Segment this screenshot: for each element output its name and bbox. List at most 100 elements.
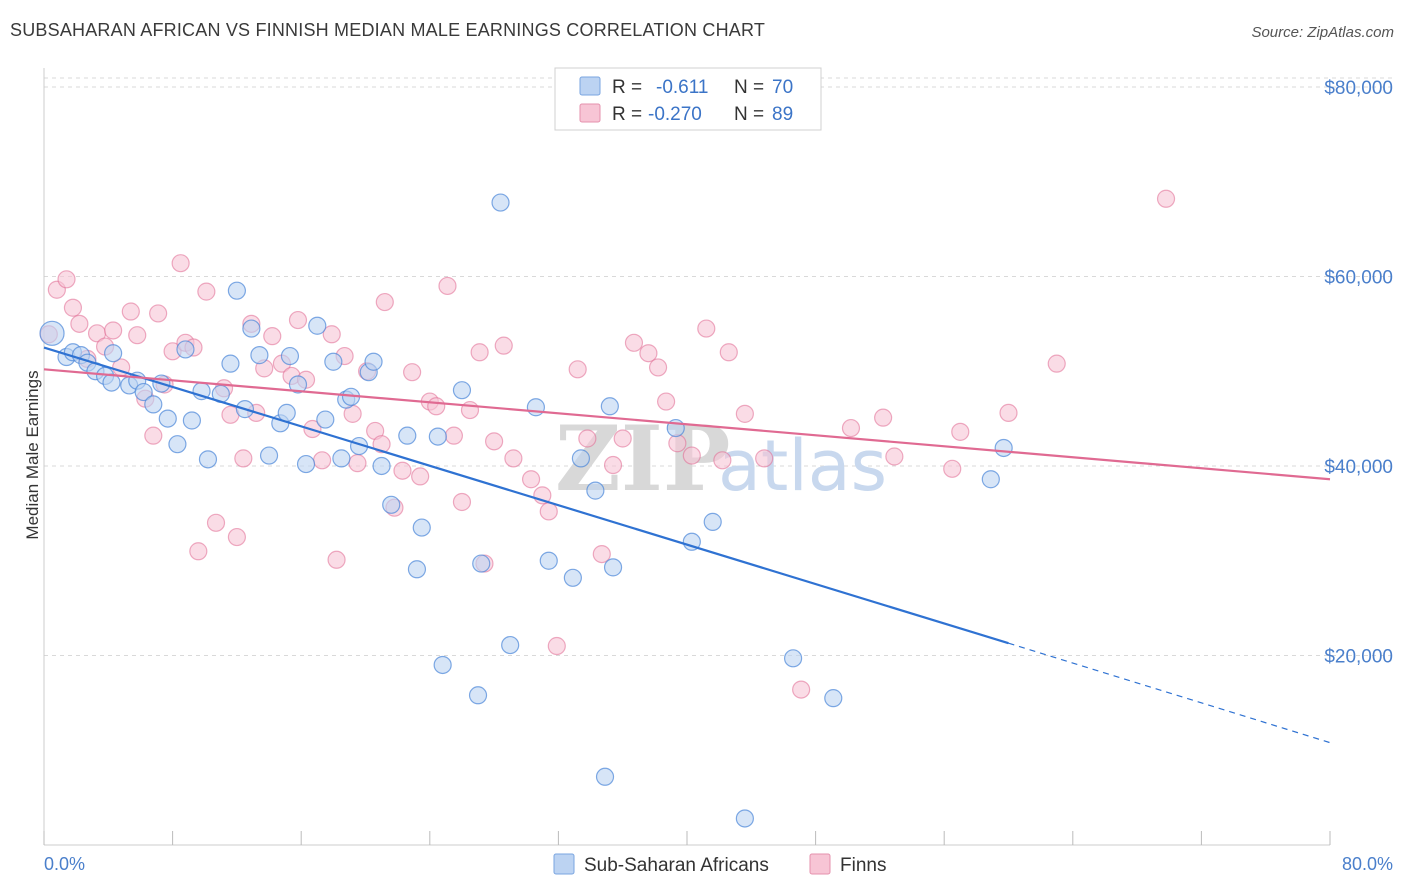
subsaharan-point [250,346,269,365]
subsaharan-point [134,382,153,402]
legend-n-label-2: N = [734,104,764,125]
finns-point [713,451,732,470]
finns-point [885,447,904,466]
finns-point [648,358,668,377]
finns-point [943,459,962,478]
finns-point [755,449,774,468]
finns-point [719,343,738,362]
finns-point [657,392,676,411]
subsaharan-point [144,395,163,414]
subsaharan-point [501,635,520,655]
finns-point [144,426,163,445]
subsaharan-point [994,438,1013,458]
y-tick-label: $40,000 [1324,457,1393,478]
finns-point [393,461,412,480]
y-tick-labels: $20,000 $40,000 $60,000 $80,000 [1324,78,1393,668]
legend-n-value-2: 89 [772,104,793,125]
subsaharan-point [452,381,472,400]
finns-point [63,298,83,317]
x-tick-label-max: 80.0% [1342,854,1393,874]
watermark-atlas-text: atlas [718,425,887,507]
subsaharan-point [468,686,488,705]
bottom-legend-label-pink: Finns [840,855,886,876]
finns-point [735,404,754,423]
finns-point [322,325,341,344]
legend-r-label-2: R = [612,104,642,125]
chart-title: SUBSAHARAN AFRICAN VS FINNISH MEDIAN MAL… [10,20,766,40]
finns-point [639,344,658,363]
finns-point [951,422,970,441]
subsaharan-point [104,344,123,363]
finns-point [189,542,208,561]
subsaharan-point [595,767,615,786]
y-tick-label: $20,000 [1324,646,1393,667]
subsaharan-point [407,560,427,579]
bottom-legend-label-blue: Sub-Saharan Africans [584,855,769,876]
finns-point [312,451,332,470]
subsaharan-point [981,470,1000,489]
finns-point [171,254,190,273]
subsaharan-point [433,655,452,675]
finns-point [613,429,632,448]
subsaharan-point [39,320,65,346]
finns-point [697,319,716,338]
finns-point [547,636,566,656]
subsaharan-point [316,410,335,429]
bottom-legend-swatch-blue [553,853,575,875]
finns-point [592,544,611,564]
subsaharan-point [491,193,510,212]
subsaharan-point [288,375,308,394]
finns-point [348,454,367,473]
subsaharan-point [277,403,296,423]
subsaharan-point [176,340,195,359]
legend: R = -0.611 N = 70 R = -0.270 N = 89 [554,67,822,131]
subsaharan-point [182,411,201,430]
finns-point [1047,354,1066,373]
series-finns-points [39,189,1176,699]
subsaharan-point [412,518,431,537]
subsaharan-point [526,398,545,417]
subsaharan-point [682,532,701,551]
finns-point [578,429,597,448]
subsaharan-point [259,446,279,465]
finns-point [874,408,893,427]
subsaharan-point [563,568,582,587]
finns-point [485,432,504,451]
subsaharan-point [332,449,351,468]
subsaharan-point [703,512,722,531]
finns-point [668,434,687,453]
y-tick-label: $80,000 [1324,78,1393,99]
subsaharan-trend-extension [1008,642,1331,744]
finns-point [375,292,394,312]
subsaharan-point [428,427,447,446]
finns-point [288,310,308,330]
legend-n-label-1: N = [734,77,764,98]
finns-point [128,326,147,345]
subsaharan-point [364,352,383,371]
subsaharan-point [600,397,619,416]
finns-point [494,336,513,355]
subsaharan-point [571,449,591,468]
subsaharan-point [783,649,803,668]
finns-point [411,467,430,486]
subsaharan-point [398,426,417,445]
finns-point [197,282,216,301]
subsaharan-point [280,346,300,366]
subsaharan-point [308,316,327,335]
subsaharan-point [382,495,401,514]
finns-point [999,403,1018,423]
legend-swatch-pink [579,103,601,123]
finns-point [234,449,253,468]
trend-lines [43,346,1331,744]
finns-point [539,502,558,521]
subsaharan-point [735,809,754,828]
finns-point [444,426,464,445]
subsaharan-point [158,409,177,428]
finns-point [427,397,446,416]
bottom-legend-swatch-pink [809,853,831,875]
finns-point [438,276,457,296]
series-subsaharan-points [39,193,1013,828]
subsaharan-trend-line [43,346,1009,645]
subsaharan-point [168,435,187,454]
subsaharan-point [221,354,240,373]
